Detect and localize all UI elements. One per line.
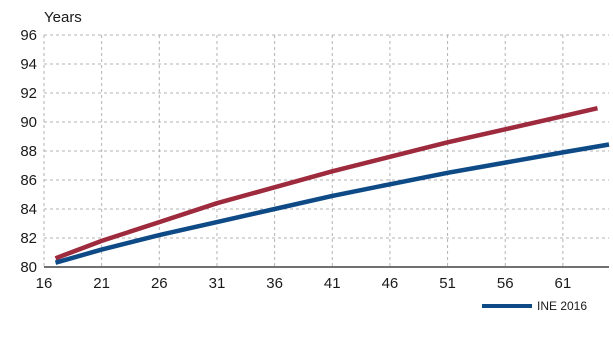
x-tick-label-31: 31 bbox=[209, 275, 226, 292]
y-tick-label-86: 86 bbox=[20, 172, 37, 189]
x-tick-label-61: 61 bbox=[555, 275, 572, 292]
y-tick-label-94: 94 bbox=[20, 56, 37, 73]
x-tick-label-41: 41 bbox=[324, 275, 341, 292]
legend-label-ine-2016: INE 2016 bbox=[537, 299, 587, 313]
series-line-1 bbox=[54, 106, 599, 261]
x-tick-label-46: 46 bbox=[382, 275, 399, 292]
x-tick-label-51: 51 bbox=[439, 275, 456, 292]
x-tick-label-26: 26 bbox=[151, 275, 168, 292]
y-axis-unit-label: Years bbox=[44, 9, 82, 26]
y-tick-label-90: 90 bbox=[20, 114, 37, 131]
y-tick-label-88: 88 bbox=[20, 143, 37, 160]
x-tick-label-56: 56 bbox=[497, 275, 514, 292]
x-tick-label-21: 21 bbox=[93, 275, 110, 292]
series-lines bbox=[54, 106, 610, 265]
grid-lines bbox=[43, 34, 609, 267]
y-tick-label-80: 80 bbox=[20, 259, 37, 276]
y-tick-label-96: 96 bbox=[20, 27, 37, 44]
tick-labels: 80 82 84 86 88 90 92 94 96 16 21 26 31 36 41 46 51 56 61 bbox=[20, 27, 571, 292]
series-line-2 bbox=[54, 142, 610, 265]
x-tick-label-36: 36 bbox=[266, 275, 283, 292]
legend: INE 2016 bbox=[482, 299, 587, 313]
x-tick-label-16: 16 bbox=[36, 275, 53, 292]
y-tick-label-82: 82 bbox=[20, 230, 37, 247]
y-tick-label-92: 92 bbox=[20, 85, 37, 102]
y-tick-label-84: 84 bbox=[20, 201, 37, 218]
